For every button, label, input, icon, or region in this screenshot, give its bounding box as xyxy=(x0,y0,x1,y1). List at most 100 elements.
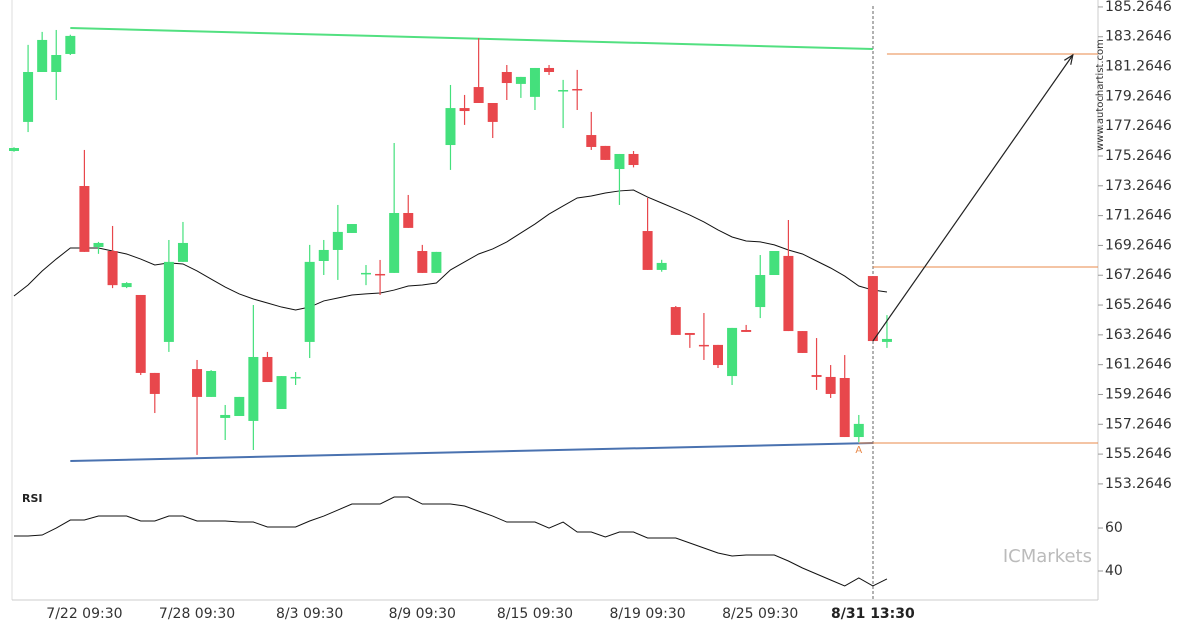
candle-body xyxy=(881,338,892,342)
candle-body xyxy=(642,231,653,270)
x-tick-label: 7/22 09:30 xyxy=(46,606,122,622)
y-tick-label: 60 xyxy=(1105,520,1123,536)
candle-body xyxy=(23,71,34,122)
candle-body xyxy=(206,370,217,397)
candle-body xyxy=(135,294,146,373)
candle-body xyxy=(853,423,864,438)
candle-body xyxy=(797,331,808,353)
candle-body xyxy=(79,186,90,252)
support-line xyxy=(70,441,873,463)
candle-body xyxy=(529,67,540,97)
y-tick-label: 155.2646 xyxy=(1105,446,1172,462)
candle-body xyxy=(389,212,400,273)
y-tick-label: 171.2646 xyxy=(1105,208,1172,224)
resistance-line xyxy=(70,27,873,51)
pattern-marker: A xyxy=(855,445,862,456)
x-tick-label: 8/9 09:30 xyxy=(389,606,456,622)
candle-body xyxy=(755,275,766,308)
projection-arrow xyxy=(872,54,1074,342)
x-tick-label: 8/15 09:30 xyxy=(497,606,573,622)
candle-body xyxy=(783,255,794,332)
candle-body xyxy=(149,372,160,394)
candle-body xyxy=(558,90,569,92)
candle-body xyxy=(698,344,709,347)
candle-body xyxy=(276,376,287,410)
candle-body xyxy=(375,273,386,276)
candle-body xyxy=(572,88,583,91)
y-tick-label: 161.2646 xyxy=(1105,357,1172,373)
candle-body xyxy=(361,272,371,275)
candle-body xyxy=(825,376,836,394)
y-tick-label: 163.2646 xyxy=(1105,327,1172,343)
x-tick-label: 8/19 09:30 xyxy=(609,606,685,622)
logo: ICMarkets xyxy=(1003,546,1092,567)
y-tick-label: 40 xyxy=(1105,563,1123,579)
rsi-title: RSI xyxy=(22,492,43,505)
candle-body xyxy=(811,375,822,377)
arrow-head xyxy=(1064,53,1074,65)
y-tick-label: 185.2646 xyxy=(1105,0,1172,15)
candle-body xyxy=(192,369,203,397)
x-tick-label: 8/25 09:30 xyxy=(722,606,798,622)
y-tick-label: 175.2646 xyxy=(1105,148,1172,164)
rsi-line xyxy=(14,496,888,587)
candle-body xyxy=(177,242,188,262)
candle-body xyxy=(93,242,104,247)
y-tick-label: 177.2646 xyxy=(1105,118,1172,134)
candle-body xyxy=(121,283,132,288)
candle-body xyxy=(670,307,681,335)
x-tick-label: 8/31 13:30 xyxy=(831,606,915,622)
x-tick-label: 8/3 09:30 xyxy=(276,606,343,622)
candle-body xyxy=(544,67,555,72)
candle-body xyxy=(741,330,752,332)
y-tick-label: 165.2646 xyxy=(1105,297,1172,313)
candle-body xyxy=(262,356,273,383)
watermark: www.autochartist.com xyxy=(1095,39,1106,151)
candle-body xyxy=(515,76,526,84)
candle-body xyxy=(684,332,695,335)
y-tick-label: 159.2646 xyxy=(1105,386,1172,402)
candle-body xyxy=(37,39,48,72)
x-tick-label: 7/28 09:30 xyxy=(159,606,235,622)
moving-average xyxy=(13,189,888,311)
candle-body xyxy=(713,344,723,366)
candle-body xyxy=(614,153,625,170)
candle-body xyxy=(304,261,315,342)
candle-body xyxy=(473,87,484,103)
candle-body xyxy=(346,224,357,233)
candle-body xyxy=(51,55,62,72)
candle-body xyxy=(487,102,498,122)
y-tick-label: 179.2646 xyxy=(1105,88,1172,104)
candle-body xyxy=(332,231,343,250)
y-tick-label: 167.2646 xyxy=(1105,267,1172,283)
candle-body xyxy=(403,212,414,228)
candle-body xyxy=(445,108,456,146)
candle-body xyxy=(431,251,442,273)
candle-body xyxy=(628,153,639,166)
y-tick-label: 173.2646 xyxy=(1105,178,1172,194)
candle-body xyxy=(600,145,611,160)
candle-body xyxy=(867,276,878,342)
y-tick-label: 183.2646 xyxy=(1105,29,1172,45)
y-tick-label: 181.2646 xyxy=(1105,59,1172,75)
candle-body xyxy=(220,414,231,418)
candle-body xyxy=(727,327,738,377)
candle-body xyxy=(839,377,850,438)
candle-body xyxy=(290,376,301,379)
candle-body xyxy=(9,148,19,151)
candle-body xyxy=(107,251,118,286)
candle-body xyxy=(769,251,780,276)
candle-body xyxy=(501,71,512,84)
y-tick-label: 157.2646 xyxy=(1105,416,1172,432)
candle-body xyxy=(656,262,667,270)
candle-body xyxy=(459,108,470,112)
candle-body xyxy=(65,35,76,54)
candle-body xyxy=(586,135,597,147)
candle-body xyxy=(234,396,245,417)
candle-body xyxy=(248,356,259,421)
candle-body xyxy=(417,251,428,273)
y-tick-label: 169.2646 xyxy=(1105,237,1172,253)
candle-body xyxy=(318,249,329,261)
